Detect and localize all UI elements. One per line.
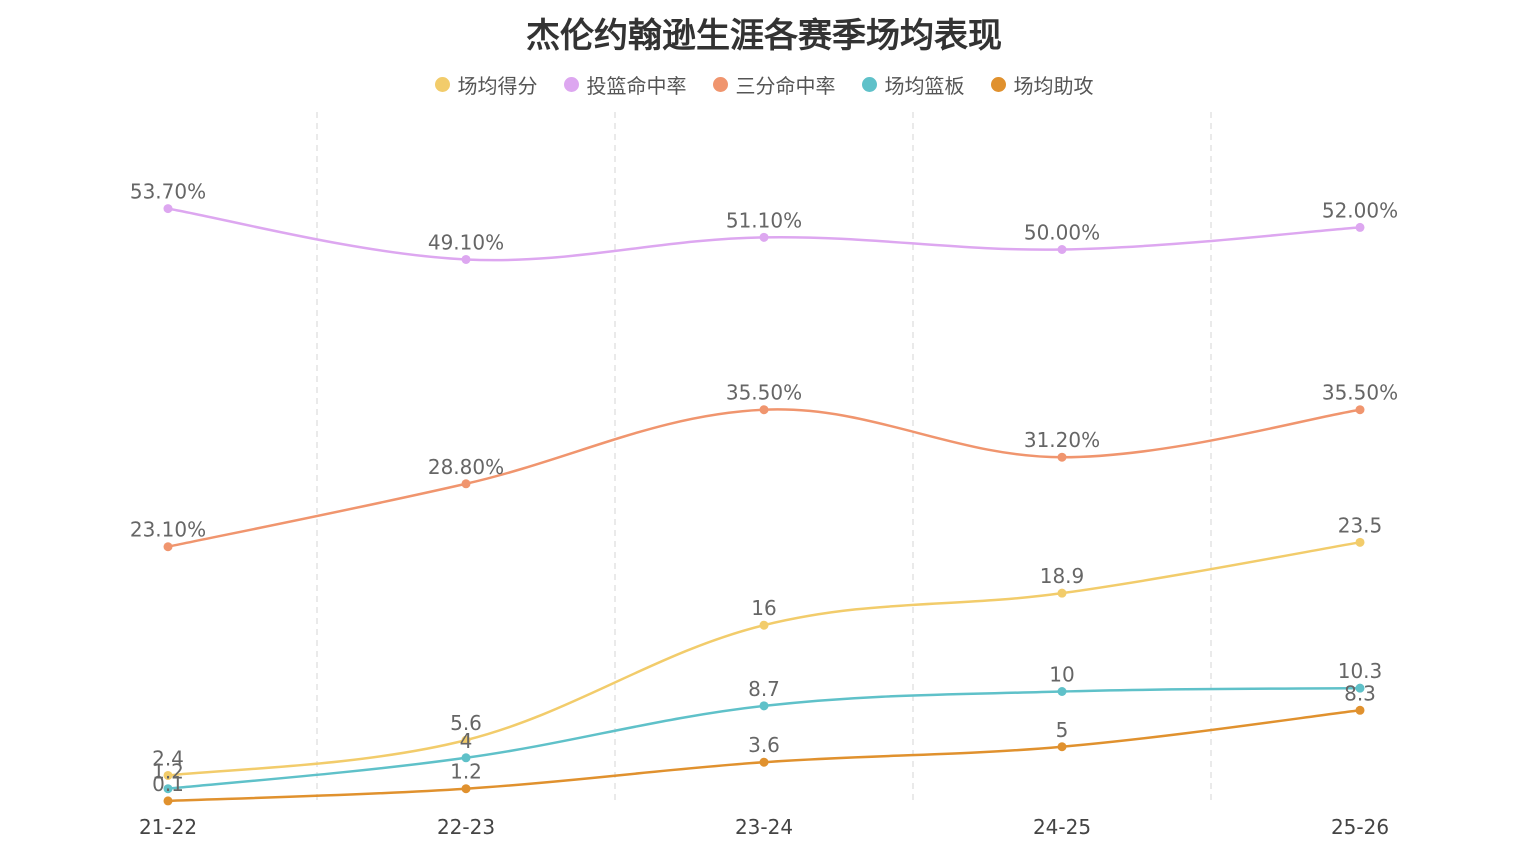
data-label-points-4: 23.5 (1338, 513, 1383, 537)
data-label-fg-pct-1: 49.10% (428, 230, 504, 254)
data-label-points-1: 5.6 (450, 711, 482, 735)
data-label-fg-pct-4: 52.00% (1322, 198, 1398, 222)
data-point-points-4 (1355, 537, 1365, 547)
legend-item-rebounds[interactable]: 场均篮板 (861, 70, 965, 99)
chart-legend: 场均得分 投篮命中率 三分命中率 场均篮板 场均助攻 (0, 70, 1528, 99)
data-point-rebounds-4 (1355, 683, 1365, 693)
legend-swatch-rebounds (861, 77, 877, 92)
data-point-assists-2 (759, 757, 769, 767)
series-fg-pct: 53.70% 49.10% 51.10% 50.00% 52.00% (130, 180, 1398, 264)
data-label-points-2: 16 (751, 596, 776, 620)
data-point-3p-pct-4 (1355, 405, 1365, 415)
legend-item-points[interactable]: 场均得分 (434, 70, 538, 99)
legend-label-points: 场均得分 (457, 74, 538, 98)
data-point-fg-pct-1 (461, 254, 471, 264)
legend-item-3p-pct[interactable]: 三分命中率 (712, 70, 836, 99)
x-tick-label-3: 24-25 (1033, 815, 1091, 839)
legend-label-fg-pct: 投篮命中率 (586, 74, 687, 98)
data-label-rebounds-3: 10 (1049, 663, 1074, 687)
data-point-fg-pct-0 (163, 204, 173, 214)
data-point-rebounds-2 (759, 701, 769, 711)
data-label-3p-pct-3: 31.20% (1024, 428, 1100, 452)
data-point-points-3 (1057, 588, 1067, 598)
gridlines (316, 112, 1212, 800)
series-rebounds: 1.2 4 8.7 10 10.3 (152, 659, 1383, 794)
data-point-assists-3 (1057, 742, 1067, 752)
legend-swatch-assists (990, 77, 1006, 92)
data-label-3p-pct-2: 35.50% (726, 381, 802, 405)
data-label-fg-pct-0: 53.70% (130, 180, 206, 204)
series-points: 2.4 5.6 16 18.9 23.5 (152, 513, 1382, 780)
data-label-assists-1: 1.2 (450, 760, 482, 784)
data-point-3p-pct-1 (461, 479, 471, 489)
data-point-assists-4 (1355, 705, 1365, 715)
data-point-fg-pct-3 (1057, 245, 1067, 254)
data-label-3p-pct-4: 35.50% (1322, 381, 1398, 405)
series-assists: 0.11.23.658.3 (152, 681, 1376, 806)
x-tick-label-1: 22-23 (437, 815, 495, 839)
legend-label-assists: 场均助攻 (1013, 74, 1094, 98)
legend-item-assists[interactable]: 场均助攻 (990, 70, 1094, 99)
series-line-3p-pct (166, 408, 1362, 548)
data-point-points-0 (163, 770, 173, 780)
legend-swatch-fg-pct (563, 77, 579, 92)
data-point-points-2 (759, 620, 769, 630)
legend-label-rebounds: 场均篮板 (884, 74, 965, 98)
series-3p-pct: 23.10% 28.80% 35.50% 31.20% 35.50% (130, 381, 1398, 552)
data-label-assists-4: 8.3 (1344, 681, 1376, 705)
data-point-rebounds-1 (461, 753, 471, 763)
data-label-3p-pct-0: 23.10% (130, 518, 206, 542)
data-point-points-1 (461, 735, 471, 745)
data-label-fg-pct-3: 50.00% (1024, 221, 1100, 245)
x-axis: 21-22 22-23 23-24 24-25 25-26 (139, 815, 1389, 839)
data-point-fg-pct-2 (759, 232, 769, 242)
data-point-fg-pct-4 (1355, 222, 1365, 232)
data-label-fg-pct-2: 51.10% (726, 208, 802, 232)
data-label-rebounds-1: 4 (460, 729, 473, 753)
legend-label-3p-pct: 三分命中率 (735, 74, 836, 98)
data-label-rebounds-0: 1.2 (152, 760, 184, 784)
data-point-3p-pct-3 (1057, 452, 1067, 462)
data-label-points-3: 18.9 (1040, 564, 1085, 588)
data-point-3p-pct-2 (759, 405, 769, 415)
data-point-3p-pct-0 (163, 542, 173, 552)
x-tick-label-4: 25-26 (1331, 815, 1389, 839)
chart-title: 杰伦约翰逊生涯各赛季场均表现 (526, 16, 1002, 56)
data-label-rebounds-2: 8.7 (748, 677, 780, 701)
x-tick-label-0: 21-22 (139, 815, 197, 839)
data-label-assists-2: 3.6 (748, 733, 780, 757)
data-label-3p-pct-1: 28.80% (428, 455, 504, 479)
data-point-rebounds-3 (1057, 687, 1067, 696)
legend-swatch-3p-pct (712, 77, 728, 92)
data-point-assists-1 (461, 784, 471, 794)
data-label-rebounds-4: 10.3 (1338, 659, 1383, 683)
x-tick-label-2: 23-24 (735, 815, 793, 839)
data-label-assists-0: 0.1 (152, 772, 184, 796)
legend-item-fg-pct[interactable]: 投篮命中率 (563, 70, 687, 99)
legend-swatch-points (434, 77, 450, 92)
data-label-assists-3: 5 (1056, 718, 1069, 742)
data-label-points-0: 2.4 (152, 746, 184, 770)
data-point-assists-0 (163, 796, 173, 806)
data-point-rebounds-0 (163, 784, 173, 794)
